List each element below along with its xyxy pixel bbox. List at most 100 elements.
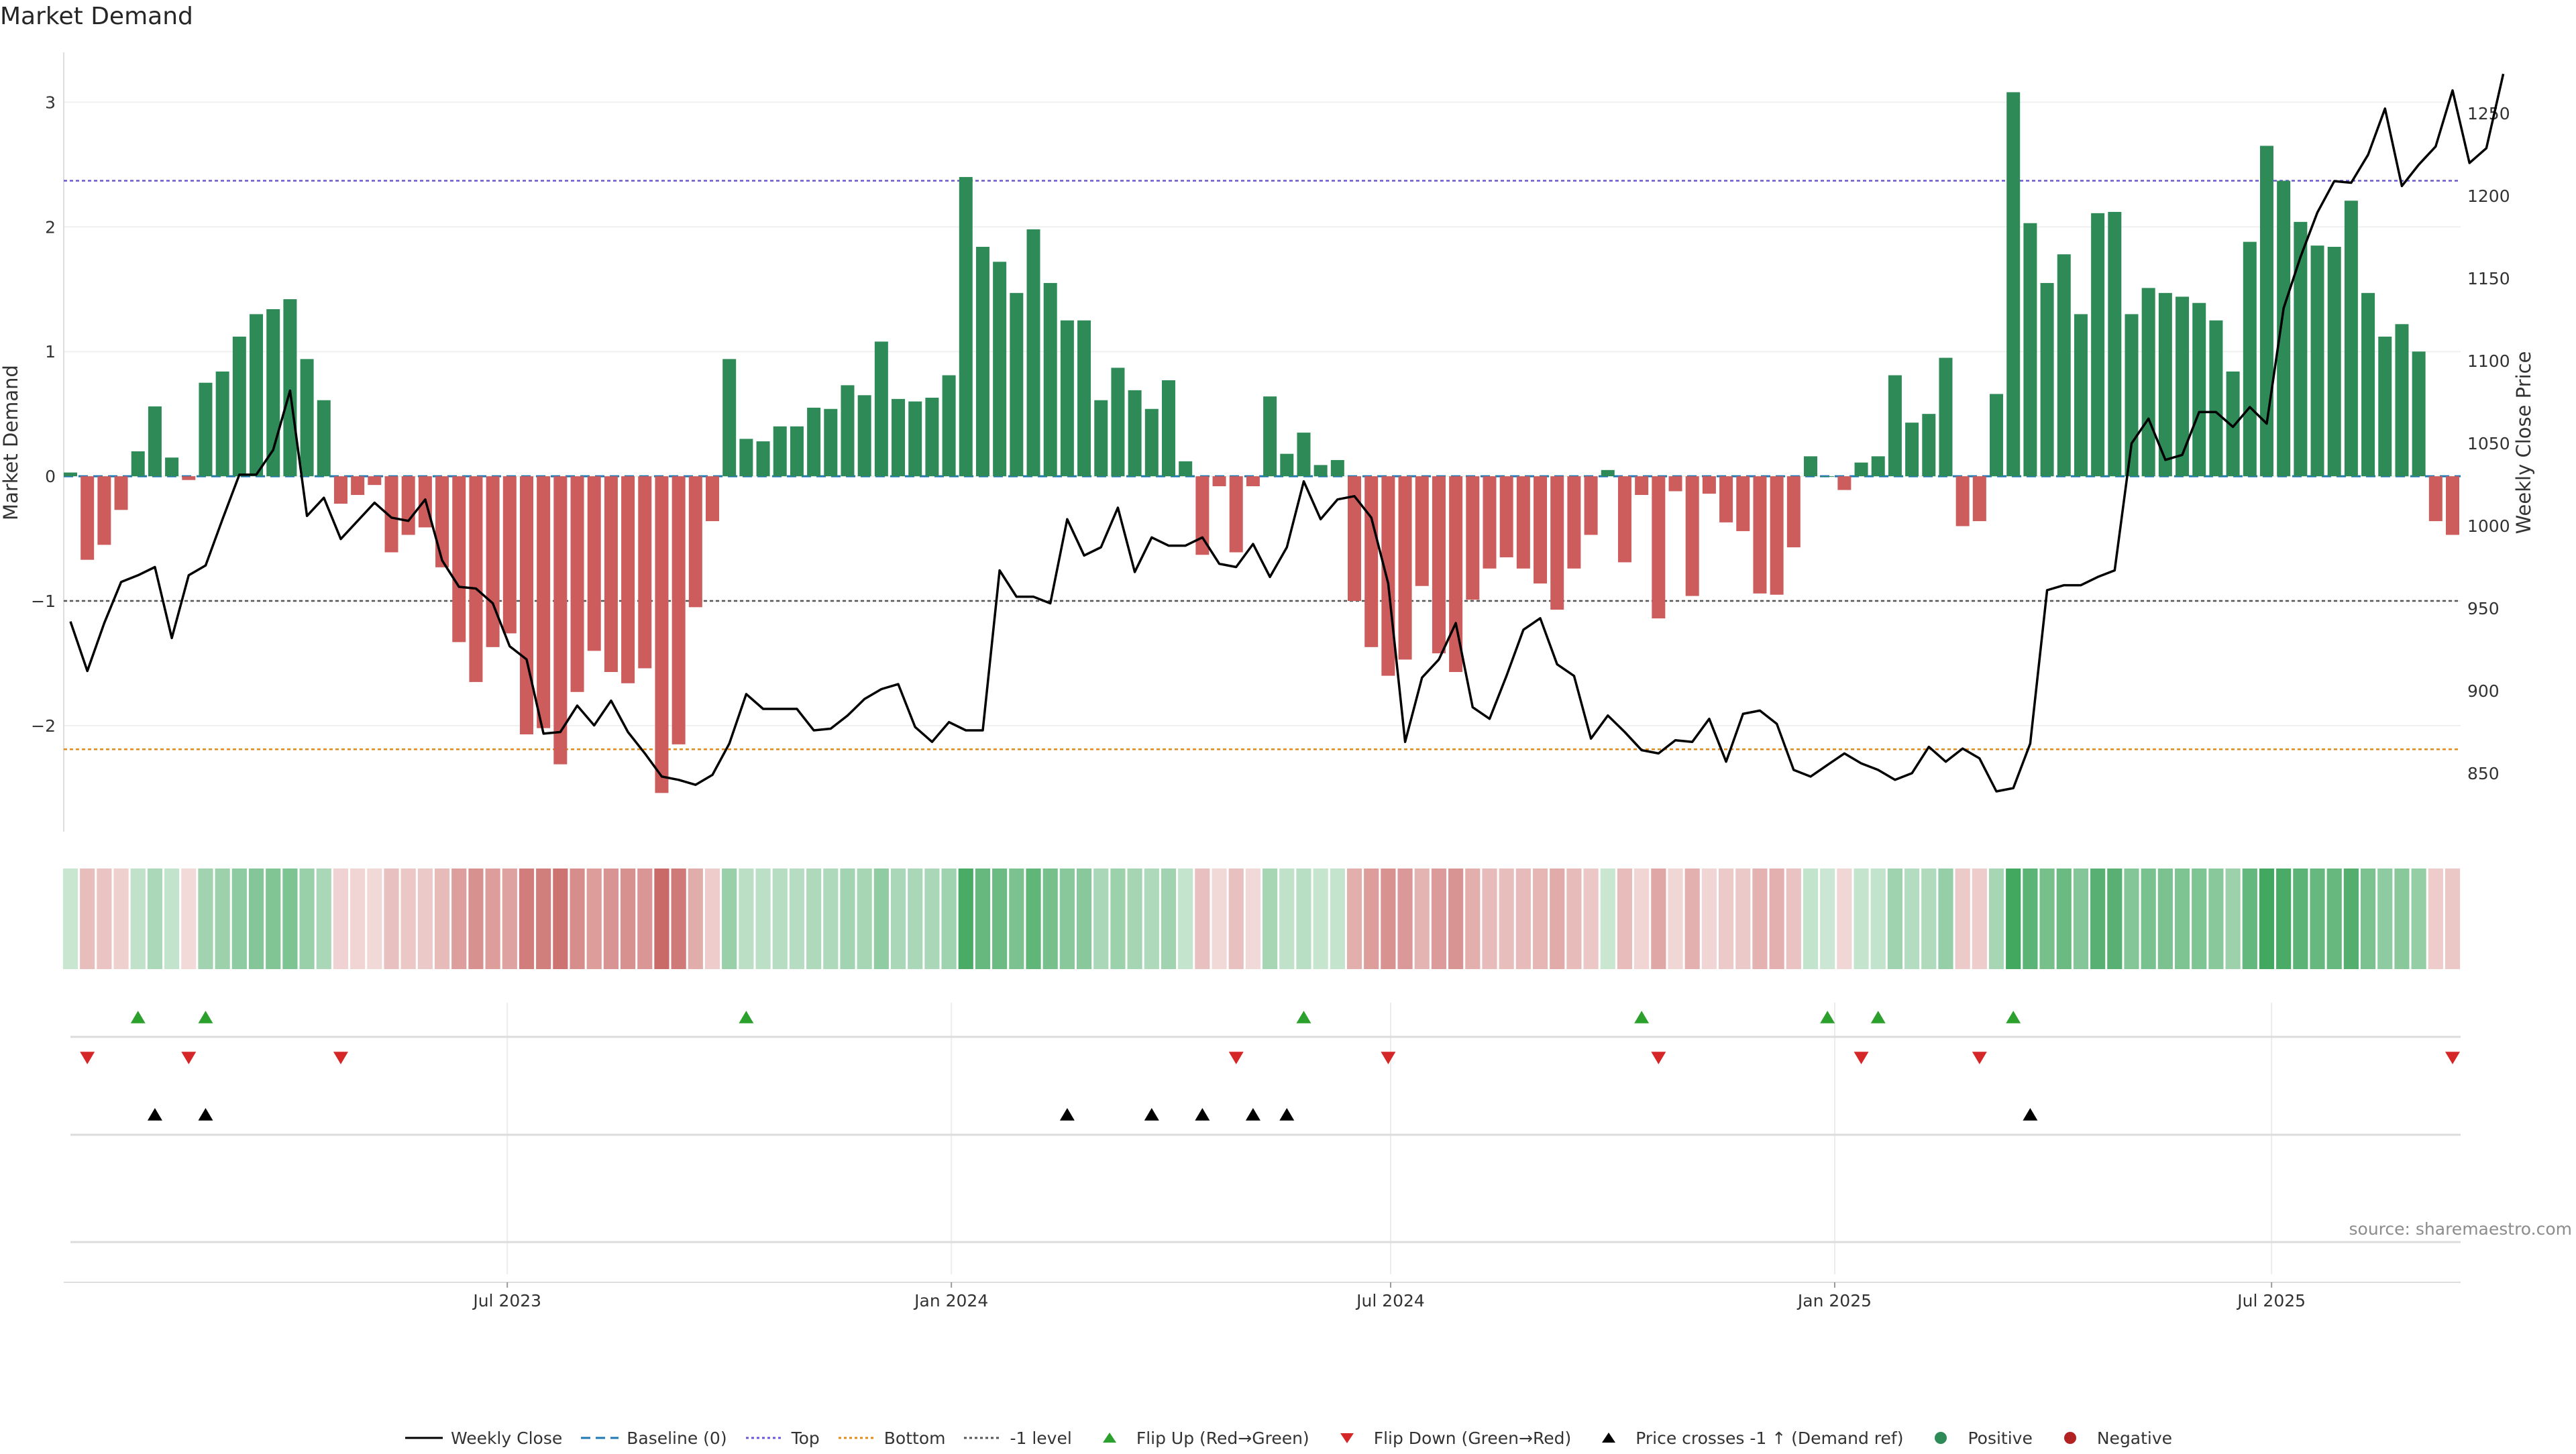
demand-bar bbox=[1499, 476, 1513, 557]
demand-bar bbox=[283, 299, 297, 477]
y-tick-label-right: 1000 bbox=[2467, 516, 2510, 536]
cross-up-marker bbox=[1195, 1108, 1210, 1121]
flip-up-marker bbox=[1820, 1011, 1835, 1023]
flip-up-marker bbox=[2006, 1011, 2021, 1023]
heat-cell bbox=[2192, 869, 2207, 969]
y-tick-label-left: 0 bbox=[45, 467, 56, 486]
demand-bar bbox=[1280, 453, 1294, 477]
heat-cell bbox=[451, 869, 467, 969]
demand-bar bbox=[857, 395, 871, 477]
demand-bar bbox=[1871, 456, 1885, 477]
demand-bar bbox=[469, 476, 483, 682]
demand-bar bbox=[942, 375, 956, 477]
heat-cell bbox=[2394, 869, 2410, 969]
legend-item: Weekly Close bbox=[404, 1429, 562, 1448]
heat-cell bbox=[536, 869, 551, 969]
x-axis: Jul 2023 Jan 2024 Jul 2024 Jan 2025 Jul 2025 bbox=[64, 1282, 2461, 1310]
demand-bar bbox=[1736, 476, 1750, 531]
heat-cell bbox=[2276, 869, 2292, 969]
heat-cell bbox=[2006, 869, 2021, 969]
legend-item: Flip Up (Red→Green) bbox=[1089, 1429, 1309, 1448]
cross-markers-panel bbox=[70, 1108, 2461, 1136]
legend-item: Price crosses -1 ↑ (Demand ref) bbox=[1589, 1429, 1903, 1448]
cross-up-marker bbox=[1144, 1108, 1159, 1121]
heat-cell bbox=[2023, 869, 2038, 969]
y-tick-label-right: 1150 bbox=[2467, 269, 2510, 288]
heat-cell bbox=[1279, 869, 1295, 969]
flip-down-marker bbox=[80, 1052, 95, 1064]
demand-bar bbox=[2327, 247, 2341, 477]
heat-cell bbox=[1786, 869, 1801, 969]
demand-bar bbox=[874, 341, 888, 477]
demand-bar bbox=[2446, 476, 2459, 535]
demand-bar bbox=[2378, 336, 2392, 477]
heat-cell bbox=[181, 869, 197, 969]
demand-bar bbox=[621, 476, 635, 683]
demand-bar bbox=[452, 476, 466, 642]
demand-bar bbox=[1415, 476, 1429, 586]
demand-bar bbox=[1584, 476, 1598, 535]
demand-bar bbox=[401, 476, 415, 535]
heat-cell bbox=[637, 869, 653, 969]
heat-cell bbox=[806, 869, 822, 969]
demand-bar bbox=[587, 476, 601, 651]
y-tick-label-right: 1250 bbox=[2467, 104, 2510, 123]
heat-cell bbox=[1499, 869, 1514, 969]
legend-item: Flip Down (Green→Red) bbox=[1327, 1429, 1571, 1448]
demand-bar bbox=[97, 476, 111, 545]
heat-cell bbox=[248, 869, 264, 969]
heat-cell bbox=[2141, 869, 2156, 969]
flip-up-marker bbox=[198, 1011, 213, 1023]
heat-cell bbox=[1550, 869, 1565, 969]
heat-cell bbox=[2157, 869, 2173, 969]
demand-bar bbox=[435, 476, 449, 567]
heat-cell bbox=[2174, 869, 2190, 969]
demand-bar bbox=[1854, 462, 1868, 477]
demand-bar bbox=[1770, 476, 1784, 595]
flip-up-marker bbox=[739, 1011, 754, 1023]
demand-bar bbox=[2259, 146, 2273, 477]
demand-bar bbox=[1601, 469, 1615, 477]
y-tick-label-right: 1200 bbox=[2467, 186, 2510, 206]
y-tick-label-left: −2 bbox=[31, 716, 56, 736]
legend-item: Top bbox=[745, 1429, 820, 1448]
heat-cell bbox=[113, 869, 129, 969]
demand-bar bbox=[131, 451, 145, 477]
heat-cell bbox=[1076, 869, 1092, 969]
demand-bar bbox=[1263, 396, 1277, 477]
axes: 3 2 1 0 −1 −2 1250 1200 1150 1100 1050 1000 950 900 85… bbox=[31, 52, 2510, 832]
heat-cell bbox=[1042, 869, 1058, 969]
y-tick-label-left: 3 bbox=[45, 93, 56, 112]
heat-cell bbox=[2242, 869, 2257, 969]
demand-bar bbox=[1179, 461, 1193, 477]
demand-bar bbox=[1195, 476, 1210, 555]
heat-cell bbox=[1904, 869, 1920, 969]
heat-cell bbox=[1178, 869, 1193, 969]
y-tick-label-left: 2 bbox=[45, 217, 56, 237]
demand-bar bbox=[2091, 213, 2105, 477]
demand-bar bbox=[1364, 476, 1379, 647]
heat-cell bbox=[130, 869, 146, 969]
heat-cell bbox=[434, 869, 450, 969]
demand-bar bbox=[2023, 223, 2037, 477]
heat-cell bbox=[1634, 869, 1650, 969]
legend-symbol bbox=[2063, 1432, 2076, 1444]
legend-symbol bbox=[838, 1437, 876, 1439]
y-tick-label-left: 1 bbox=[45, 342, 56, 361]
demand-bar bbox=[250, 314, 264, 477]
heat-cell bbox=[400, 869, 416, 969]
heat-cell bbox=[1668, 869, 1683, 969]
legend-item: Baseline (0) bbox=[580, 1429, 727, 1448]
heat-cell bbox=[620, 869, 636, 969]
heat-cell bbox=[1938, 869, 1953, 969]
demand-bar bbox=[1972, 476, 1986, 522]
demand-bar bbox=[1398, 476, 1412, 660]
cross-up-marker bbox=[147, 1108, 162, 1121]
legend-label: -1 level bbox=[1010, 1428, 1072, 1448]
heat-cell bbox=[1955, 869, 1970, 969]
heat-cell bbox=[1600, 869, 1615, 969]
y-tick-label-right: 1100 bbox=[2467, 351, 2510, 371]
heat-cell bbox=[1263, 869, 1278, 969]
heat-cell bbox=[958, 869, 973, 969]
demand-bar bbox=[1516, 476, 1530, 569]
